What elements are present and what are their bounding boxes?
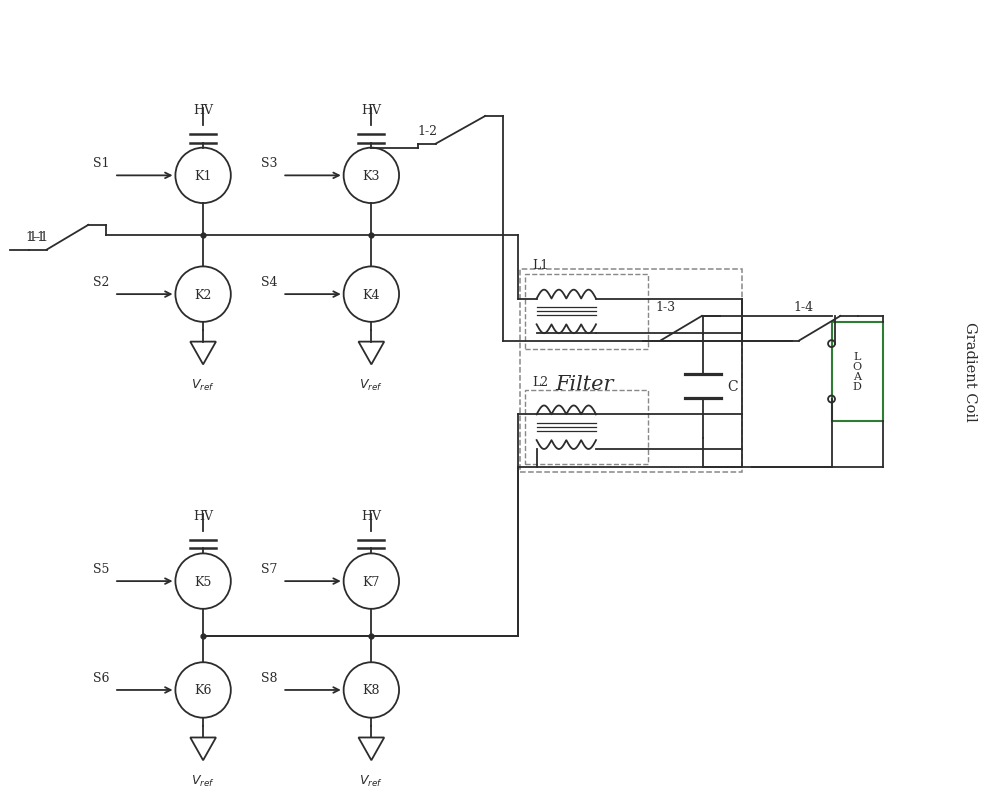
Text: S5: S5 xyxy=(93,562,109,576)
Text: K2: K2 xyxy=(194,288,212,301)
Bar xyxy=(520,270,742,473)
Bar xyxy=(832,323,883,422)
Text: K6: K6 xyxy=(194,683,212,697)
Text: K3: K3 xyxy=(363,169,380,182)
Text: 1-2: 1-2 xyxy=(418,124,438,137)
Text: K8: K8 xyxy=(363,683,380,697)
Text: S3: S3 xyxy=(261,157,277,170)
Text: HV: HV xyxy=(361,509,381,522)
Text: K1: K1 xyxy=(194,169,212,182)
Text: L1: L1 xyxy=(533,259,549,272)
Text: 1-1: 1-1 xyxy=(29,230,49,243)
Text: $V_{ref}$: $V_{ref}$ xyxy=(359,773,383,789)
Text: HV: HV xyxy=(361,104,381,117)
Text: K5: K5 xyxy=(194,575,212,588)
Text: S4: S4 xyxy=(261,276,277,289)
Text: S7: S7 xyxy=(261,562,277,576)
Text: 1-3: 1-3 xyxy=(655,300,675,313)
Text: HV: HV xyxy=(193,104,213,117)
Text: S6: S6 xyxy=(93,671,109,684)
Text: $V_{ref}$: $V_{ref}$ xyxy=(191,773,215,789)
Text: Filter: Filter xyxy=(555,374,613,393)
Text: 1-4: 1-4 xyxy=(794,300,814,313)
Text: $V_{ref}$: $V_{ref}$ xyxy=(191,377,215,393)
Bar xyxy=(525,275,648,349)
Text: Gradient Coil: Gradient Coil xyxy=(963,322,977,422)
Text: HV: HV xyxy=(193,509,213,522)
Text: K7: K7 xyxy=(363,575,380,588)
Text: S2: S2 xyxy=(93,276,109,289)
Text: K4: K4 xyxy=(363,288,380,301)
Text: S8: S8 xyxy=(261,671,277,684)
Text: S1: S1 xyxy=(93,157,109,170)
Text: $V_{ref}$: $V_{ref}$ xyxy=(359,377,383,393)
Text: C: C xyxy=(728,379,738,393)
Text: L2: L2 xyxy=(533,376,549,389)
Text: 1-1: 1-1 xyxy=(25,230,45,243)
Bar xyxy=(525,390,648,465)
Text: L
O
A
D: L O A D xyxy=(853,352,862,392)
